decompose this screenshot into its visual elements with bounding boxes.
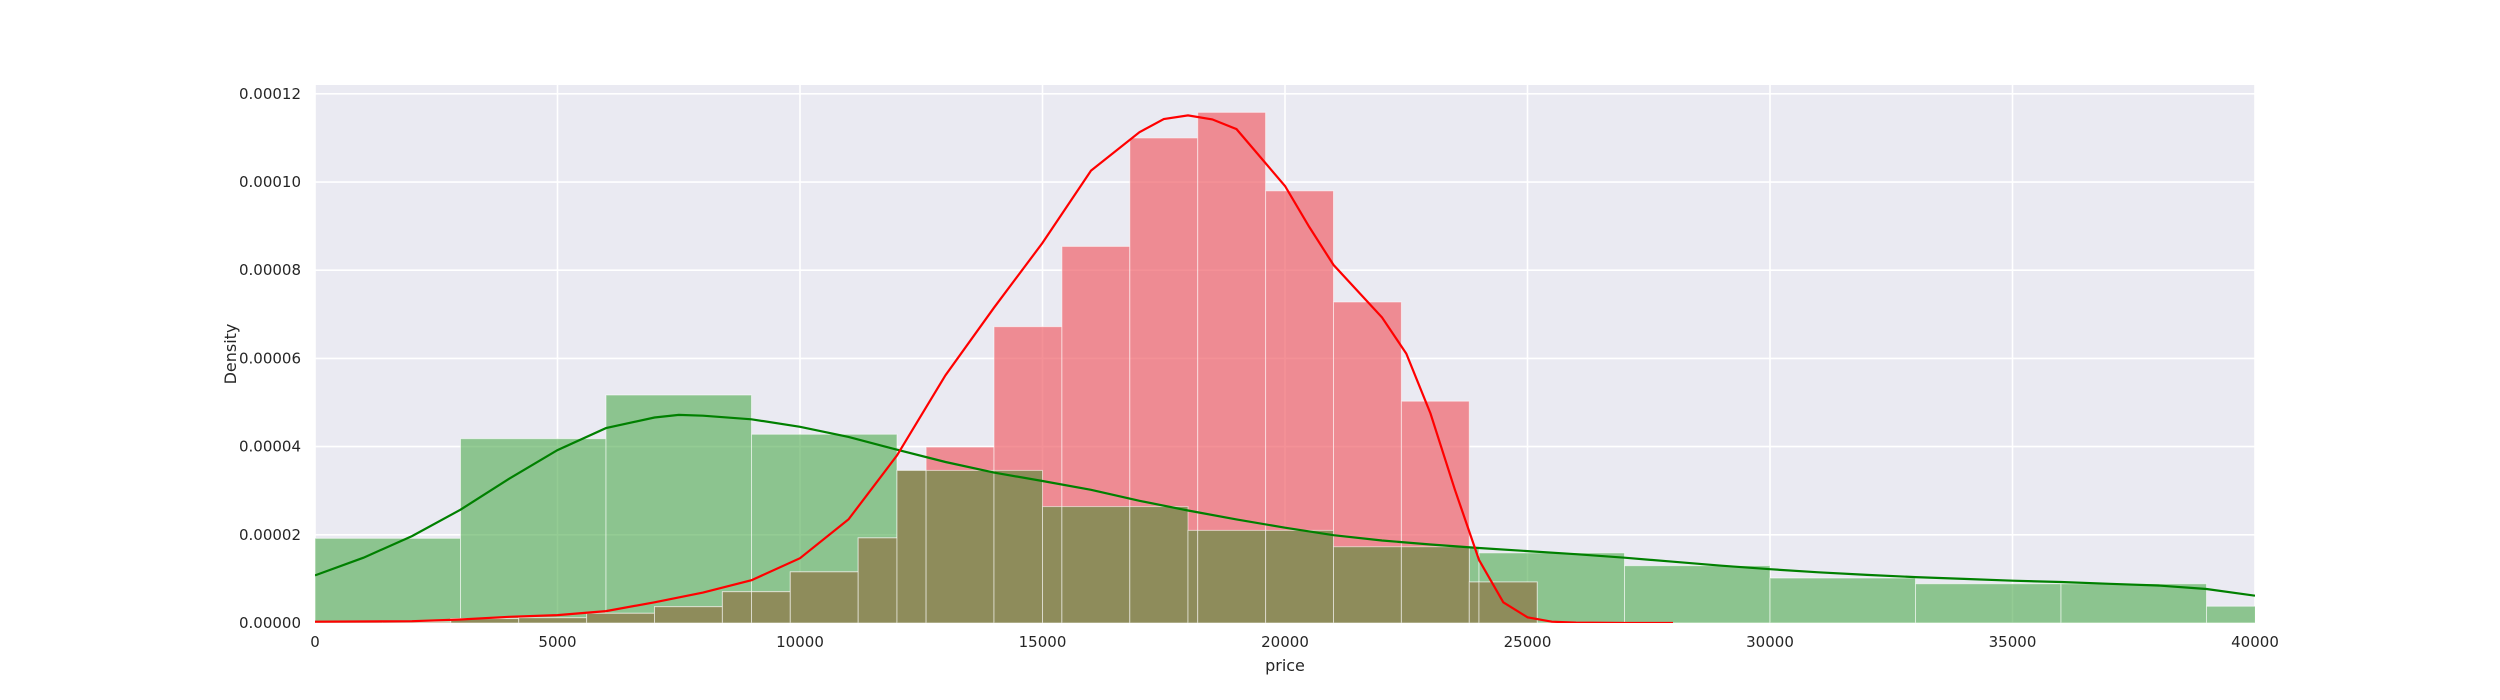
x-axis-label: price — [1265, 656, 1305, 675]
x-tick-label: 25000 — [1504, 633, 1552, 651]
histogram-bar — [1915, 583, 2062, 623]
x-tick-label: 35000 — [1989, 633, 2037, 651]
histogram-bar — [1333, 546, 1402, 623]
y-axis-label: Density — [221, 324, 240, 385]
histogram-bar — [460, 438, 607, 623]
histogram-bar — [1129, 506, 1189, 623]
histogram-bar — [1769, 577, 1916, 623]
histogram-bar — [789, 571, 859, 623]
histogram-bar — [2206, 605, 2255, 623]
y-tick-label: 0.00006 — [239, 349, 301, 367]
histogram-bar — [315, 537, 461, 623]
y-tick-label: 0.00008 — [239, 261, 301, 279]
histogram-bar — [1061, 506, 1131, 623]
y-tick-label: 0.00000 — [239, 614, 301, 632]
histogram-bar — [1197, 529, 1267, 623]
histogram-bar — [654, 606, 723, 623]
histogram-bar — [605, 394, 752, 623]
histogram-bar — [586, 612, 655, 623]
series-1-kde-line — [315, 114, 1673, 623]
histogram-bars — [315, 111, 2255, 623]
kde-curves — [315, 114, 2255, 623]
x-tick-label: 0 — [310, 633, 320, 651]
histogram-bar — [1624, 565, 1771, 623]
y-tick-label: 0.00004 — [239, 438, 301, 456]
x-tick-label: 5000 — [538, 633, 576, 651]
histogram-bar — [721, 591, 753, 623]
histogram-bar — [925, 469, 995, 623]
y-tick-label: 0.00002 — [239, 526, 301, 544]
histogram-bar — [1400, 546, 1470, 623]
histogram-bar — [993, 469, 1043, 623]
histogram-bar — [1042, 506, 1063, 623]
histogram-bar — [857, 537, 898, 623]
y-tick-label: 0.00012 — [239, 85, 301, 103]
x-tick-label: 30000 — [1746, 633, 1794, 651]
x-tick-label: 40000 — [2231, 633, 2279, 651]
histogram-bar — [518, 617, 588, 623]
histogram-bar — [1265, 529, 1334, 623]
histogram-bar — [1468, 581, 1480, 623]
series-0-kde-line — [315, 413, 2255, 597]
histogram-bar — [1187, 529, 1199, 623]
y-tick-label: 0.00010 — [239, 173, 301, 191]
histogram-bar — [751, 591, 791, 623]
x-tick-label: 20000 — [1261, 633, 1309, 651]
histogram-bar — [896, 469, 927, 623]
histogram-bar — [2060, 583, 2207, 623]
series-2-bars — [315, 469, 1538, 623]
y-axis-ticks: 0.00000 0.00002 0.00004 0.00006 0.00008 0.000… — [239, 85, 301, 632]
x-axis-ticks: 0 5000 10000 15000 20000 25000 30000 35000 40000 — [310, 633, 2279, 651]
x-tick-label: 15000 — [1019, 633, 1067, 651]
x-tick-label: 10000 — [776, 633, 824, 651]
